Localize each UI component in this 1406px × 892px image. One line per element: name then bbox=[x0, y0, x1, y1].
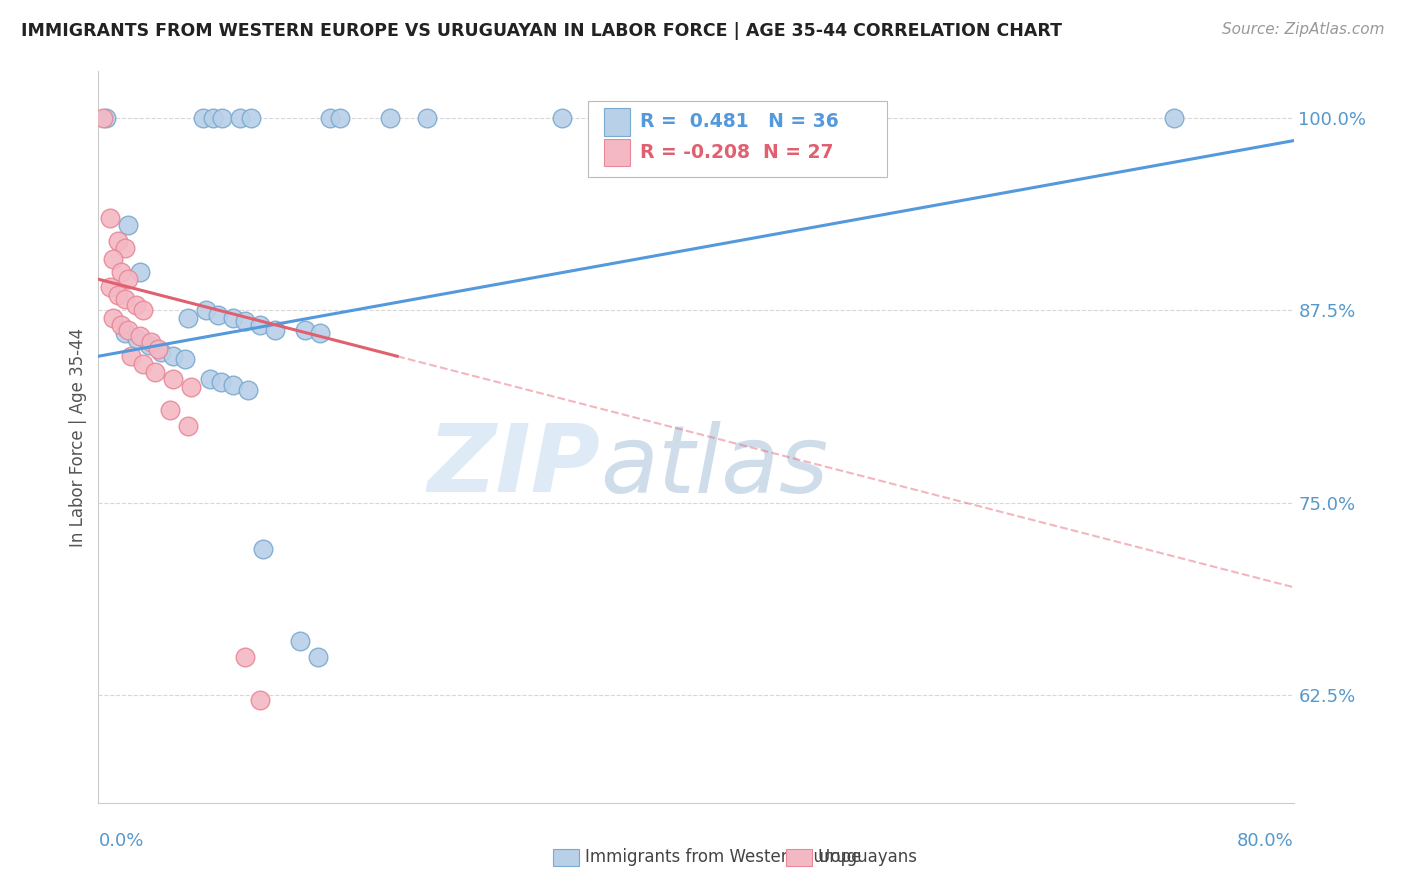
Point bbox=[117, 323, 139, 337]
Point bbox=[117, 272, 139, 286]
Point bbox=[222, 310, 245, 325]
Point bbox=[114, 242, 136, 256]
Point bbox=[378, 111, 401, 125]
Point bbox=[91, 111, 114, 125]
Point bbox=[236, 383, 259, 397]
Point bbox=[98, 280, 122, 294]
Point bbox=[319, 111, 342, 125]
Bar bbox=[605, 138, 630, 167]
Point bbox=[103, 310, 125, 325]
Point bbox=[94, 111, 117, 125]
Point bbox=[177, 418, 200, 433]
Point bbox=[107, 287, 129, 301]
Point bbox=[233, 649, 256, 664]
Text: atlas: atlas bbox=[600, 421, 828, 512]
Point bbox=[249, 318, 271, 333]
Point bbox=[103, 252, 125, 267]
Point bbox=[229, 111, 252, 125]
Point bbox=[329, 111, 352, 125]
Text: Uruguayans: Uruguayans bbox=[818, 848, 918, 866]
Text: R =  0.481   N = 36: R = 0.481 N = 36 bbox=[640, 112, 838, 131]
Point bbox=[288, 634, 311, 648]
Point bbox=[202, 111, 225, 125]
Point bbox=[191, 111, 214, 125]
Point bbox=[129, 329, 152, 343]
Point bbox=[107, 234, 129, 248]
Point bbox=[125, 298, 148, 312]
Point bbox=[249, 692, 271, 706]
Point bbox=[117, 219, 139, 233]
Point bbox=[416, 111, 439, 125]
Point bbox=[209, 376, 232, 390]
Point bbox=[132, 303, 155, 318]
Text: Source: ZipAtlas.com: Source: ZipAtlas.com bbox=[1222, 22, 1385, 37]
Y-axis label: In Labor Force | Age 35-44: In Labor Force | Age 35-44 bbox=[69, 327, 87, 547]
Point bbox=[120, 349, 142, 363]
Point bbox=[150, 344, 173, 359]
Point bbox=[138, 338, 160, 352]
Text: 80.0%: 80.0% bbox=[1237, 832, 1294, 850]
Point bbox=[307, 649, 329, 664]
Point bbox=[162, 372, 184, 386]
Text: 0.0%: 0.0% bbox=[98, 832, 143, 850]
Point bbox=[127, 332, 149, 346]
Point bbox=[200, 372, 222, 386]
Text: Immigrants from Western Europe: Immigrants from Western Europe bbox=[585, 848, 862, 866]
Point bbox=[263, 323, 285, 337]
Text: ZIP: ZIP bbox=[427, 420, 600, 512]
Point bbox=[129, 264, 152, 278]
Point bbox=[139, 335, 162, 350]
Point bbox=[180, 380, 202, 394]
Point bbox=[110, 264, 132, 278]
Point bbox=[114, 292, 136, 306]
Point bbox=[148, 342, 170, 356]
Point bbox=[550, 111, 572, 125]
Point bbox=[252, 541, 274, 556]
Bar bbox=[553, 849, 579, 866]
Point bbox=[143, 365, 166, 379]
Point bbox=[207, 308, 229, 322]
FancyBboxPatch shape bbox=[589, 101, 887, 178]
Point bbox=[294, 323, 316, 337]
Point bbox=[114, 326, 136, 340]
Text: IMMIGRANTS FROM WESTERN EUROPE VS URUGUAYAN IN LABOR FORCE | AGE 35-44 CORRELATI: IMMIGRANTS FROM WESTERN EUROPE VS URUGUA… bbox=[21, 22, 1062, 40]
Point bbox=[159, 403, 181, 417]
Point bbox=[239, 111, 262, 125]
Point bbox=[98, 211, 122, 225]
Point bbox=[195, 303, 218, 318]
Point bbox=[233, 314, 256, 328]
Bar bbox=[786, 849, 811, 866]
Point bbox=[211, 111, 233, 125]
Point bbox=[162, 349, 184, 363]
Point bbox=[308, 326, 330, 340]
Point bbox=[177, 310, 200, 325]
Point bbox=[132, 357, 155, 371]
Point bbox=[1163, 111, 1185, 125]
Point bbox=[222, 378, 245, 392]
Point bbox=[174, 352, 197, 367]
Bar bbox=[605, 108, 630, 136]
Point bbox=[110, 318, 132, 333]
Text: R = -0.208  N = 27: R = -0.208 N = 27 bbox=[640, 143, 834, 162]
